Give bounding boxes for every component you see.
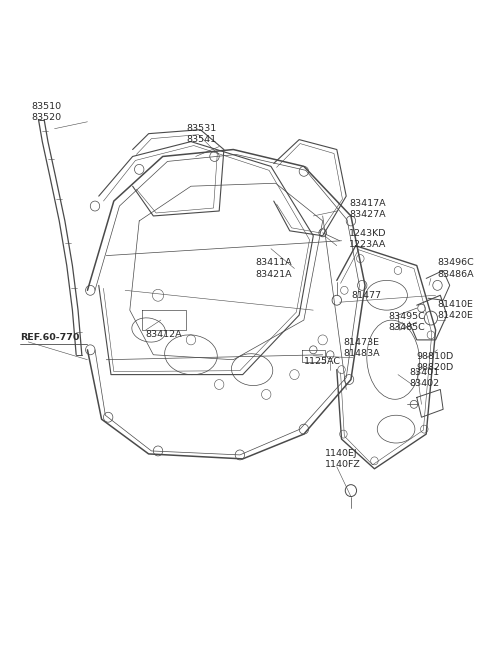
Text: 1125AC: 1125AC <box>304 357 341 366</box>
Text: 1140EJ
1140FZ: 1140EJ 1140FZ <box>324 449 360 469</box>
Text: REF.60-770: REF.60-770 <box>20 333 79 343</box>
Text: 98810D
98820D: 98810D 98820D <box>417 352 454 372</box>
Text: 83412A: 83412A <box>146 330 182 339</box>
Text: 83496C
83486A: 83496C 83486A <box>437 259 474 278</box>
Text: 83417A
83427A: 83417A 83427A <box>349 199 385 219</box>
Text: 1243KD
1223AA: 1243KD 1223AA <box>349 229 386 249</box>
Text: 81477: 81477 <box>351 291 381 300</box>
Text: 83411A
83421A: 83411A 83421A <box>255 259 291 278</box>
Text: 81473E
81483A: 81473E 81483A <box>343 338 380 358</box>
Text: 83495C
83485C: 83495C 83485C <box>388 312 425 332</box>
Text: 81410E
81420E: 81410E 81420E <box>437 300 473 320</box>
Text: 83401
83402: 83401 83402 <box>409 367 439 388</box>
Text: 83531
83541: 83531 83541 <box>186 124 216 143</box>
Text: 83510
83520: 83510 83520 <box>31 102 61 122</box>
